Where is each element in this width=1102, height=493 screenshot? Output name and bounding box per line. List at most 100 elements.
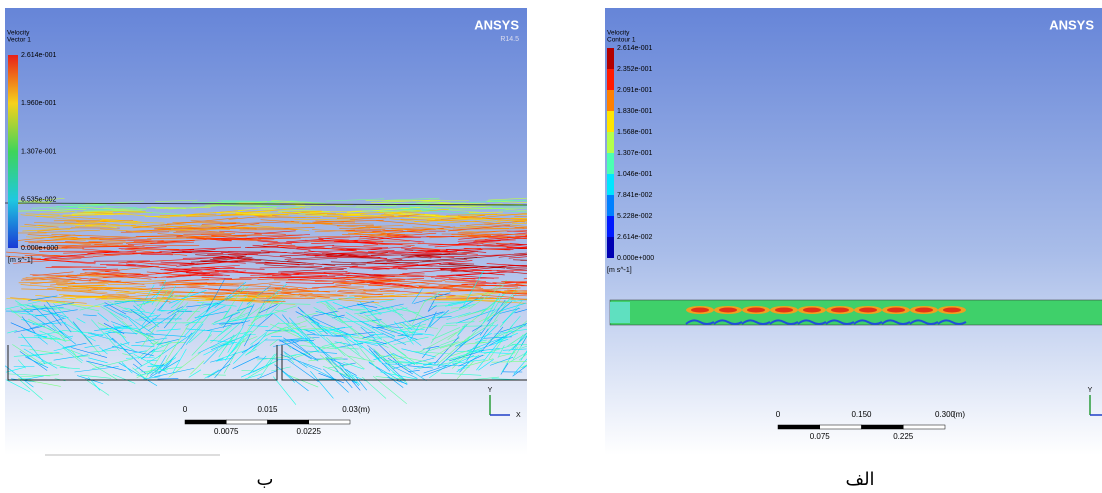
vector-arrow bbox=[380, 208, 449, 216]
caption: ب bbox=[257, 469, 274, 490]
vector-arrow bbox=[403, 284, 468, 289]
vector-arrow bbox=[191, 267, 265, 270]
vector-arrow bbox=[233, 344, 254, 364]
vector-arrow bbox=[217, 349, 248, 360]
vector-arrow bbox=[242, 303, 255, 327]
vector-arrow bbox=[366, 307, 408, 317]
vector-arrow bbox=[413, 351, 452, 355]
vector-arrow bbox=[458, 287, 521, 291]
legend-label: 2.614e-001 bbox=[21, 52, 57, 59]
vector-arrow bbox=[346, 207, 420, 213]
vector-arrow bbox=[395, 209, 433, 211]
vector-arrow bbox=[74, 254, 120, 256]
vector-arrow bbox=[474, 221, 527, 227]
scale-label: 0 bbox=[776, 410, 781, 419]
vector-arrow bbox=[314, 280, 346, 283]
vector-arrow bbox=[321, 341, 343, 347]
vector-arrow bbox=[175, 231, 222, 233]
vector-arrow bbox=[233, 223, 310, 231]
vector-arrow bbox=[97, 312, 109, 322]
vector-arrow bbox=[155, 355, 167, 374]
vector-arrow bbox=[297, 214, 341, 217]
vector-arrow bbox=[457, 307, 493, 318]
vector-arrow bbox=[458, 215, 525, 223]
vector-arrow bbox=[263, 244, 296, 247]
vector-arrow bbox=[223, 306, 232, 319]
vector-arrow bbox=[252, 244, 311, 251]
vector-arrow bbox=[160, 261, 195, 264]
inlet bbox=[610, 302, 630, 323]
vector-arrow bbox=[180, 227, 236, 231]
vector-arrow bbox=[424, 311, 437, 333]
vector-arrow bbox=[502, 307, 520, 324]
vector-arrow bbox=[165, 324, 190, 362]
vector-arrow bbox=[308, 356, 343, 362]
vector-arrow bbox=[380, 205, 437, 211]
legend-label: 7.841e-002 bbox=[617, 192, 653, 199]
recirculation bbox=[685, 319, 715, 325]
vector-arrow bbox=[381, 363, 403, 365]
vector-arrow bbox=[462, 277, 499, 279]
vector-arrow bbox=[514, 283, 527, 285]
vector-arrow bbox=[258, 304, 278, 314]
vector-arrow bbox=[462, 270, 484, 306]
vector-arrow bbox=[5, 255, 41, 259]
vector-arrow bbox=[225, 257, 262, 261]
vector-arrow bbox=[159, 282, 216, 286]
vector-arrow bbox=[318, 372, 345, 384]
legend-label: 1.046e-001 bbox=[617, 171, 653, 178]
vector-arrow bbox=[411, 318, 427, 321]
vector-arrow bbox=[99, 221, 165, 224]
vector-arrow bbox=[46, 301, 72, 333]
vector-arrow bbox=[150, 240, 195, 244]
vector-arrow bbox=[259, 276, 329, 279]
vector-arrow bbox=[411, 286, 424, 304]
vector-arrow bbox=[219, 221, 295, 225]
vector-arrow bbox=[440, 372, 482, 376]
vector-arrow bbox=[28, 229, 101, 234]
vector-arrow bbox=[423, 364, 448, 374]
vector-arrow bbox=[393, 336, 429, 345]
vector-arrow bbox=[366, 262, 433, 267]
vector-arrow bbox=[367, 344, 390, 363]
vector-arrow bbox=[457, 323, 466, 335]
colorbar-band bbox=[607, 195, 614, 216]
vector-arrow bbox=[373, 331, 383, 341]
vector-arrow bbox=[10, 297, 87, 304]
vector-arrow bbox=[389, 306, 416, 330]
vector-arrow bbox=[387, 377, 408, 385]
vector-arrow bbox=[160, 269, 210, 274]
vector-arrow bbox=[322, 253, 368, 255]
vector-arrow bbox=[53, 219, 114, 222]
legend-title: Velocity bbox=[607, 30, 630, 37]
vector-arrow bbox=[279, 292, 330, 298]
vector-arrow bbox=[457, 230, 507, 234]
vector-arrow bbox=[51, 325, 66, 341]
vector-arrow bbox=[372, 339, 387, 345]
vector-arrow bbox=[272, 325, 307, 334]
vector-arrow bbox=[501, 281, 527, 283]
vector-arrow bbox=[317, 237, 377, 243]
vector-arrow bbox=[146, 367, 159, 375]
vector-arrow bbox=[279, 253, 337, 257]
vector-arrow bbox=[56, 341, 83, 362]
vector-arrow bbox=[370, 351, 381, 363]
vector-arrow bbox=[74, 284, 105, 287]
vector-arrow bbox=[437, 316, 452, 318]
vector-arrow bbox=[326, 256, 388, 259]
vector-arrow bbox=[55, 239, 86, 241]
vector-arrow bbox=[273, 376, 297, 405]
vector-arrow bbox=[290, 339, 311, 355]
vector-arrow bbox=[497, 345, 505, 358]
scale-segment bbox=[819, 424, 862, 430]
vector-arrow bbox=[395, 308, 420, 314]
vector-arrow bbox=[171, 289, 193, 315]
vector-arrow bbox=[368, 234, 406, 237]
vector-arrow bbox=[384, 210, 422, 214]
vector-arrow bbox=[342, 335, 363, 349]
vector-arrow bbox=[509, 298, 527, 301]
vector-arrow bbox=[312, 229, 386, 234]
vector-arrow bbox=[459, 315, 491, 348]
vector-arrow bbox=[346, 276, 394, 282]
vector-arrow bbox=[159, 249, 195, 252]
